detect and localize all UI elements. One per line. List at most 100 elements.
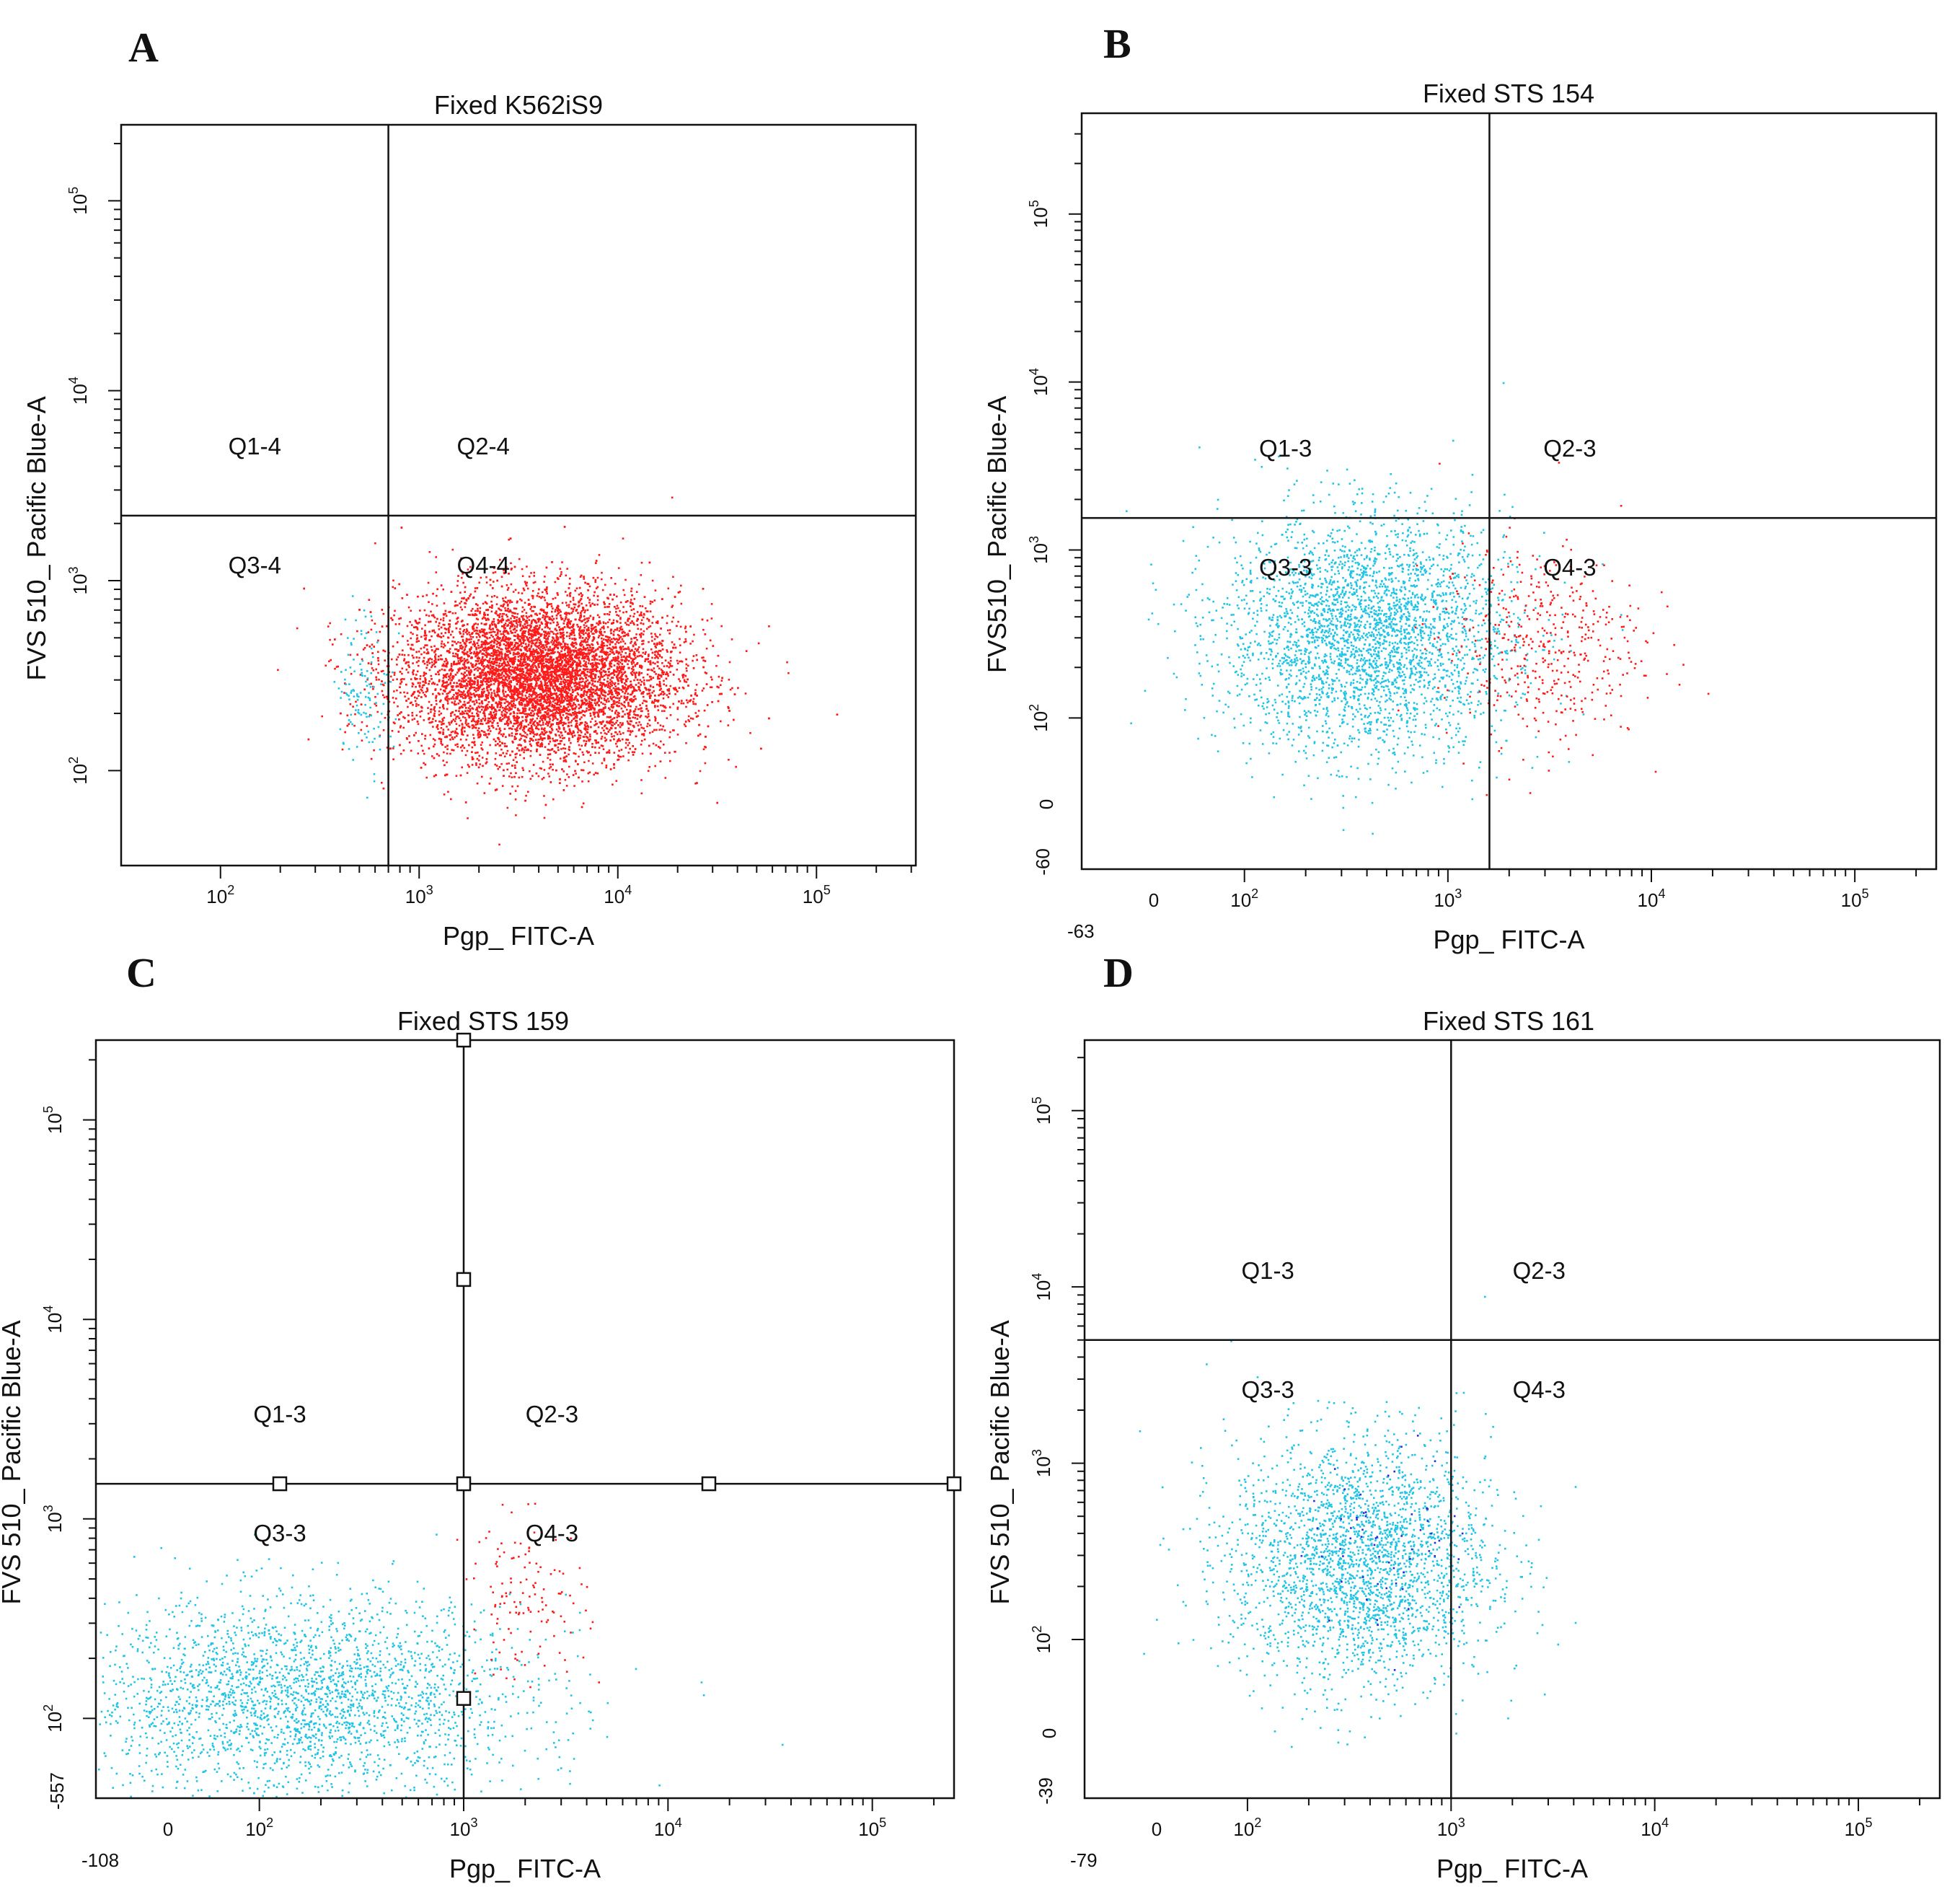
data-point (606, 621, 609, 623)
data-point (568, 753, 570, 756)
data-point (488, 659, 491, 661)
data-point (477, 679, 479, 682)
data-point (500, 676, 503, 679)
data-point (530, 634, 533, 636)
data-point (565, 722, 567, 725)
data-point (697, 715, 699, 717)
data-point (462, 640, 464, 643)
data-point (516, 675, 518, 678)
data-point (616, 595, 618, 598)
data-point (412, 662, 414, 664)
data-point (502, 735, 504, 737)
data-point (435, 571, 438, 573)
data-point (500, 733, 503, 736)
data-point (586, 694, 588, 696)
data-point (578, 634, 581, 636)
data-point (497, 682, 500, 685)
data-point (497, 642, 500, 644)
data-point (446, 700, 449, 703)
data-point (581, 671, 583, 673)
data-point (425, 652, 428, 655)
data-point (548, 635, 550, 638)
data-point (720, 720, 722, 723)
data-point (446, 752, 449, 754)
data-point (532, 697, 534, 700)
data-point (564, 778, 567, 781)
data-point (570, 633, 573, 636)
data-point (495, 664, 498, 666)
data-point (501, 612, 504, 615)
data-point (560, 628, 563, 630)
data-point (619, 646, 622, 648)
data-point (685, 742, 687, 744)
data-point (481, 757, 484, 759)
data-point (437, 625, 440, 628)
data-point (654, 705, 656, 707)
data-point (515, 699, 518, 701)
data-point (652, 742, 655, 745)
data-point (635, 705, 637, 708)
data-point (354, 713, 356, 716)
data-point (612, 687, 615, 690)
data-point (490, 683, 493, 686)
data-point (555, 679, 557, 682)
data-point (462, 659, 464, 662)
data-point (640, 636, 643, 638)
data-point (552, 739, 555, 742)
data-point (607, 685, 610, 687)
data-point (420, 744, 423, 747)
data-point (624, 643, 627, 645)
data-point (576, 661, 578, 664)
data-point (355, 700, 357, 703)
data-point (473, 669, 476, 671)
data-point (472, 613, 474, 616)
data-point (622, 755, 624, 757)
data-point (649, 602, 652, 605)
data-point (441, 684, 444, 686)
data-point (435, 556, 437, 558)
data-point (613, 752, 616, 754)
data-point (562, 714, 565, 716)
data-point (579, 576, 582, 578)
data-point (542, 672, 544, 674)
data-point (599, 628, 601, 630)
data-point (609, 650, 612, 653)
data-point (480, 744, 482, 746)
data-point (473, 642, 476, 644)
data-point (543, 662, 545, 665)
data-point (535, 677, 537, 679)
data-point (552, 617, 555, 620)
data-point (640, 744, 643, 746)
data-point (592, 654, 595, 657)
data-point (617, 567, 620, 569)
data-point (609, 618, 611, 621)
data-point (603, 697, 606, 700)
data-point (594, 677, 596, 679)
data-point (516, 712, 518, 715)
data-point (522, 734, 525, 737)
data-point (589, 688, 591, 691)
data-point (687, 715, 690, 718)
data-point (467, 661, 469, 664)
data-point (428, 630, 431, 633)
data-point (583, 710, 585, 713)
data-point (524, 695, 527, 697)
data-point (549, 648, 552, 651)
data-point (541, 715, 543, 717)
data-point (496, 687, 499, 690)
data-point (428, 601, 430, 603)
data-point (663, 710, 666, 712)
data-point (546, 606, 548, 608)
data-point (433, 712, 436, 715)
data-point (628, 741, 630, 744)
data-point (534, 691, 537, 694)
data-point (588, 602, 591, 604)
data-point (651, 601, 654, 603)
data-point (529, 650, 531, 653)
data-point (497, 767, 499, 770)
data-point (633, 612, 636, 615)
data-point (440, 712, 443, 715)
data-point (483, 792, 486, 794)
data-point (356, 630, 358, 633)
data-point (627, 663, 629, 666)
